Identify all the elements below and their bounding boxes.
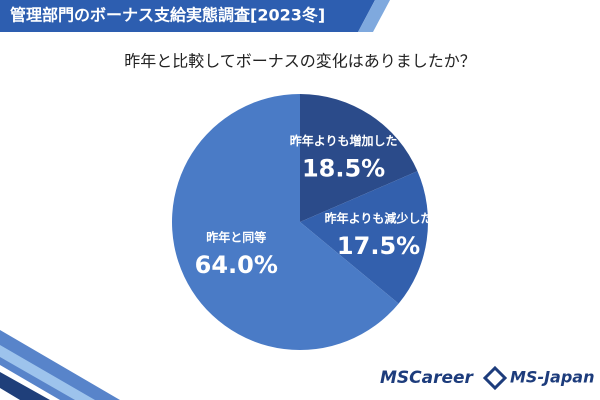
logo: MSCareer	[380, 368, 475, 388]
chart-subtitle: 昨年と比較してボーナスの変化はありましたか？	[124, 52, 476, 71]
logo-icon	[482, 365, 508, 391]
decor-stripe	[0, 372, 50, 400]
slice-label: 昨年と同等	[206, 229, 266, 244]
decor-stripe	[0, 330, 120, 400]
slice-label: 昨年よりも減少した	[325, 211, 433, 226]
value-label: 64.0%	[195, 251, 278, 279]
pie-slice	[300, 171, 428, 304]
chart-title: 管理部門のボーナス支給実態調査[2023冬]	[10, 6, 325, 25]
value-label: 17.5%	[337, 232, 420, 260]
logo: MS-Japan	[510, 368, 594, 387]
title-banner-accent	[358, 0, 390, 32]
pie-slice	[300, 94, 418, 222]
title-banner	[0, 0, 375, 32]
slice-label: 昨年よりも増加した	[290, 133, 398, 148]
decor-stripe	[0, 345, 95, 400]
value-label: 18.5%	[302, 155, 385, 183]
pie-slice	[171, 94, 399, 350]
